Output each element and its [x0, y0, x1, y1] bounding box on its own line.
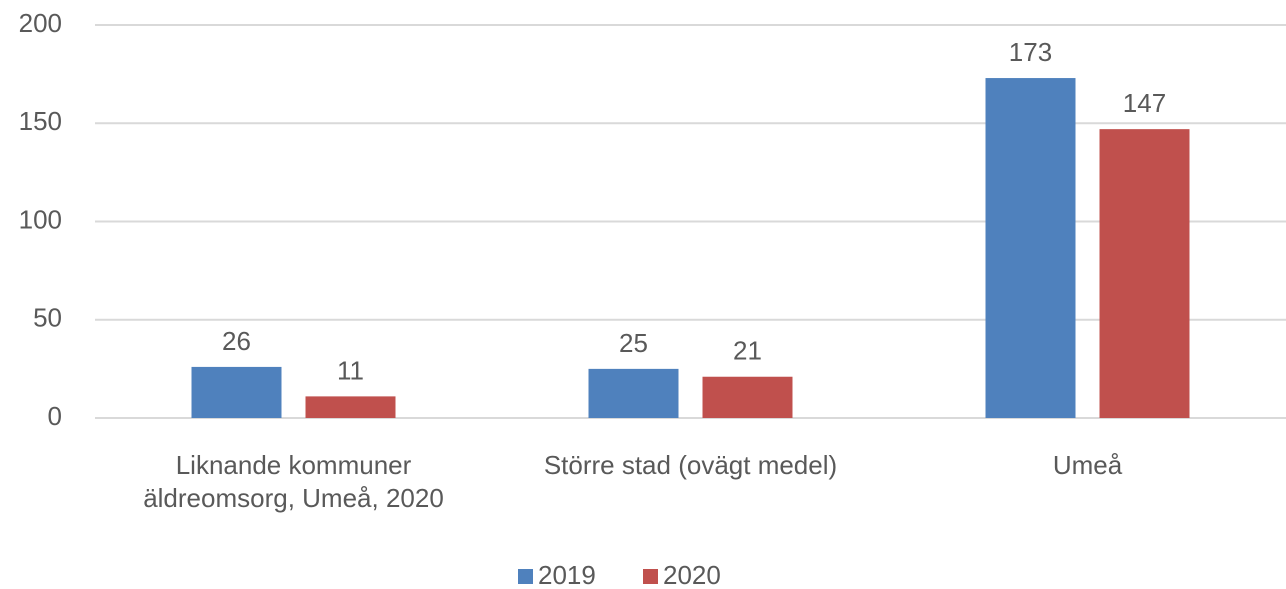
data-label: 26	[222, 326, 251, 356]
bar	[588, 368, 679, 418]
bar	[191, 366, 282, 418]
bar	[1099, 129, 1190, 418]
legend-label: 2020	[663, 560, 721, 589]
y-tick-label: 0	[48, 401, 62, 431]
y-tick-label: 100	[19, 204, 62, 234]
legend-swatch	[518, 569, 533, 584]
data-label: 25	[619, 328, 648, 358]
x-tick-label: Större stad (ovägt medel)	[543, 450, 838, 480]
legend-swatch	[643, 569, 658, 584]
data-label: 11	[337, 355, 364, 385]
legend-label: 2019	[538, 560, 596, 589]
x-tick-label: Umeå	[1052, 450, 1123, 480]
bar	[702, 376, 793, 418]
data-label: 173	[1009, 37, 1052, 67]
x-tick-label: Liknande kommuner äldreomsorg, Umeå, 202…	[143, 450, 444, 513]
bar	[985, 78, 1076, 419]
y-tick-label: 150	[19, 106, 62, 136]
data-label: 147	[1123, 88, 1166, 118]
y-tick-label: 50	[33, 303, 62, 333]
data-label: 21	[733, 336, 762, 366]
y-tick-label: 200	[19, 8, 62, 38]
bar	[305, 396, 396, 418]
